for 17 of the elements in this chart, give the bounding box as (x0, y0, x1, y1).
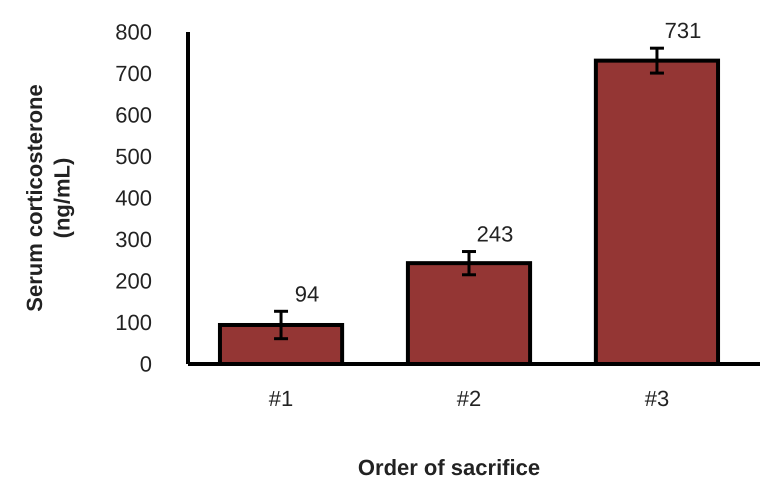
x-axis-title: Order of sacrifice (358, 455, 540, 480)
data-label: 94 (294, 281, 320, 306)
y-tick-label: 300 (115, 227, 152, 252)
y-tick-label: 400 (115, 186, 152, 211)
y-tick-label: 800 (115, 20, 152, 45)
y-tick-label: 0 (140, 352, 152, 377)
x-tick-label: #1 (268, 386, 294, 411)
y-tick-label: 600 (115, 102, 152, 128)
y-axis-title: Serum corticosterone (ng/mL) (22, 84, 74, 312)
x-tick-label: #2 (456, 386, 482, 411)
y-tick-label: 700 (115, 61, 152, 86)
y-tick-label: 500 (115, 144, 152, 170)
data-label: 243 (476, 222, 514, 247)
y-tick-label: 200 (115, 268, 152, 294)
x-tick-label: #3 (644, 386, 670, 411)
y-tick-label: 100 (115, 310, 152, 336)
data-label: 731 (664, 18, 702, 44)
